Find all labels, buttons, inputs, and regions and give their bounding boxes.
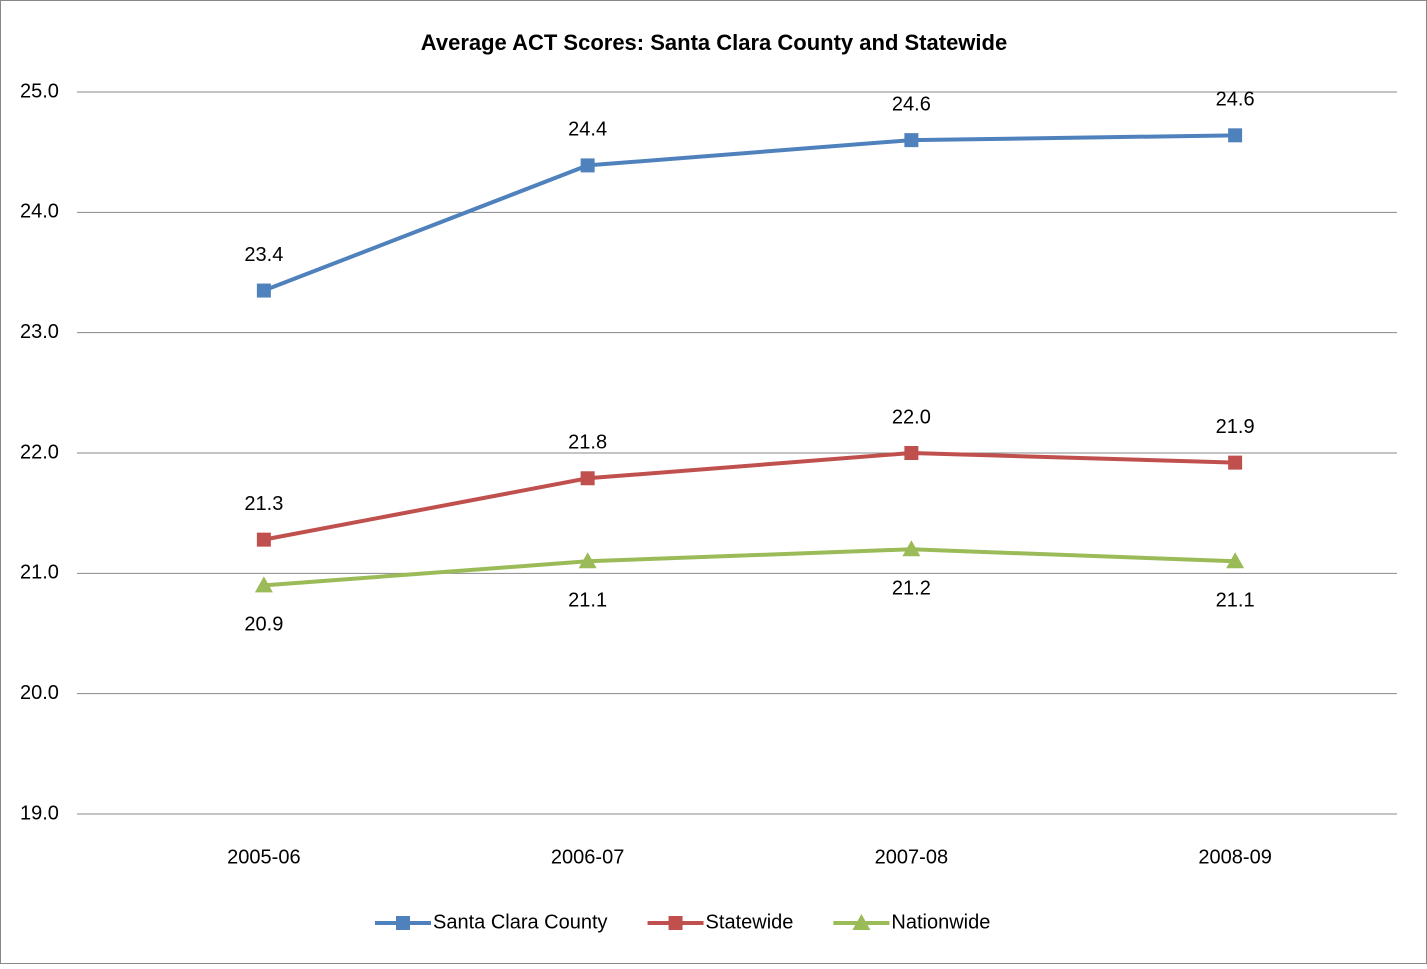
legend-marker: [668, 916, 683, 930]
data-label: 21.3: [244, 493, 283, 515]
y-tick-label: 23.0: [20, 321, 59, 343]
data-point: [256, 283, 271, 298]
data-label: 21.1: [1216, 590, 1255, 612]
data-label: 21.9: [1216, 416, 1255, 438]
data-point: [578, 552, 597, 569]
legend-marker: [396, 916, 410, 930]
chart-title: Average ACT Scores: Santa Clara County a…: [421, 30, 1007, 55]
x-tick-label: 2006-07: [551, 846, 624, 868]
data-label: 20.9: [244, 614, 283, 636]
data-label: 24.4: [568, 119, 607, 141]
data-label: 23.4: [244, 244, 283, 266]
y-tick-label: 22.0: [20, 441, 59, 463]
data-point: [254, 576, 273, 593]
y-tick-label: 21.0: [20, 562, 59, 584]
data-point: [580, 471, 595, 486]
data-label: 21.2: [892, 578, 931, 600]
y-tick-label: 24.0: [20, 201, 59, 223]
data-label: 21.8: [568, 432, 607, 454]
x-tick-label: 2008-09: [1198, 846, 1271, 868]
y-tick-label: 20.0: [20, 682, 59, 704]
series-line: [263, 133, 1236, 293]
data-label: 22.0: [892, 406, 931, 428]
legend-label: Santa Clara County: [433, 911, 608, 933]
data-point: [1226, 552, 1245, 569]
data-point: [580, 158, 595, 173]
y-tick-label: 25.0: [20, 80, 59, 102]
legend-label: Statewide: [706, 911, 794, 933]
legend-label: Nationwide: [891, 911, 990, 933]
series-line: [263, 450, 1236, 542]
data-point: [1228, 128, 1243, 143]
data-label: 24.6: [892, 93, 931, 115]
data-point: [1228, 455, 1243, 470]
data-point: [904, 446, 919, 460]
data-label: 24.6: [1216, 89, 1255, 111]
legend-marker: [852, 914, 871, 930]
y-tick-label: 19.0: [20, 802, 59, 824]
x-tick-label: 2007-08: [875, 846, 948, 868]
series-line: [263, 547, 1236, 588]
data-point: [256, 532, 271, 547]
data-label: 21.1: [568, 590, 607, 612]
data-point: [902, 540, 921, 557]
x-tick-label: 2005-06: [227, 846, 300, 868]
data-point: [904, 133, 919, 148]
